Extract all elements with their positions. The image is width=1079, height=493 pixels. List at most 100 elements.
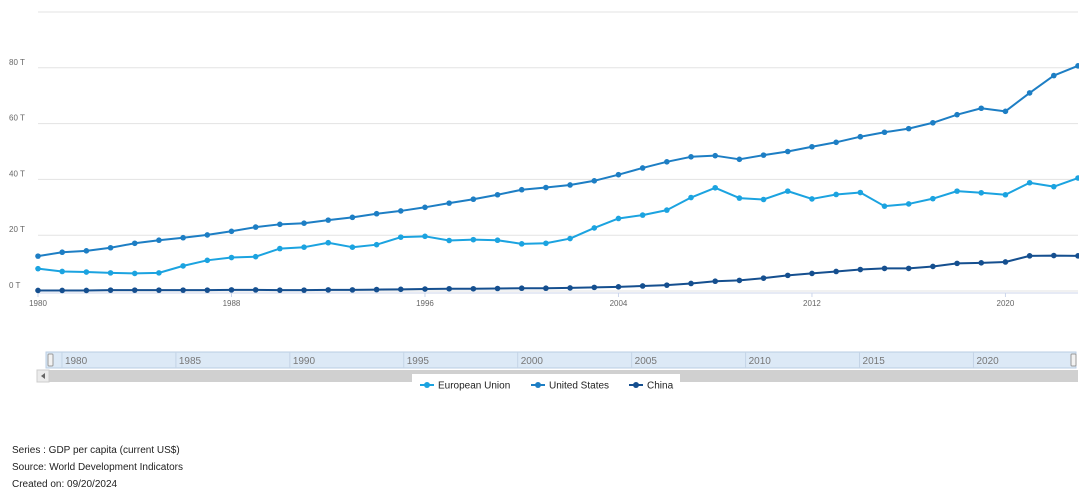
data-point[interactable] xyxy=(83,248,90,254)
data-point[interactable] xyxy=(349,287,356,293)
data-point[interactable] xyxy=(35,253,41,259)
data-point[interactable] xyxy=(1026,90,1033,96)
data-point[interactable] xyxy=(809,143,815,150)
data-point[interactable] xyxy=(494,237,501,244)
data-point[interactable] xyxy=(277,221,283,228)
data-point[interactable] xyxy=(107,244,114,251)
data-point[interactable] xyxy=(978,105,985,112)
data-point[interactable] xyxy=(131,240,138,247)
data-point[interactable] xyxy=(373,286,380,293)
data-point[interactable] xyxy=(252,253,259,260)
data-point[interactable] xyxy=(131,287,138,293)
data-point[interactable] xyxy=(809,270,815,277)
data-point[interactable] xyxy=(494,285,501,292)
data-point[interactable] xyxy=(688,154,694,160)
data-point[interactable] xyxy=(156,237,162,244)
data-point[interactable] xyxy=(615,284,622,290)
data-point[interactable] xyxy=(905,125,912,132)
data-point[interactable] xyxy=(518,285,525,292)
legend-item[interactable]: China xyxy=(629,381,674,392)
data-point[interactable] xyxy=(954,111,960,118)
data-point[interactable] xyxy=(349,214,356,221)
data-point[interactable] xyxy=(688,194,694,201)
data-point[interactable] xyxy=(736,195,743,201)
data-point[interactable] xyxy=(591,177,598,184)
data-point[interactable] xyxy=(784,272,791,279)
data-point[interactable] xyxy=(422,233,428,240)
data-point[interactable] xyxy=(1026,253,1033,259)
data-point[interactable] xyxy=(905,201,912,207)
data-point[interactable] xyxy=(325,239,332,246)
data-point[interactable] xyxy=(446,285,452,292)
data-point[interactable] xyxy=(1026,179,1033,186)
data-point[interactable] xyxy=(567,235,573,242)
data-point[interactable] xyxy=(59,268,65,275)
data-point[interactable] xyxy=(518,186,525,193)
data-point[interactable] xyxy=(978,189,985,196)
data-point[interactable] xyxy=(204,232,211,238)
data-point[interactable] xyxy=(954,188,960,194)
data-point[interactable] xyxy=(1051,183,1057,190)
data-point[interactable] xyxy=(712,278,719,285)
legend-item[interactable]: European Union xyxy=(420,381,510,392)
data-point[interactable] xyxy=(446,237,452,244)
data-point[interactable] xyxy=(1002,259,1009,265)
data-point[interactable] xyxy=(397,208,404,214)
data-point[interactable] xyxy=(277,287,283,293)
data-point[interactable] xyxy=(59,287,65,294)
data-point[interactable] xyxy=(930,119,936,126)
data-point[interactable] xyxy=(930,195,936,202)
data-point[interactable] xyxy=(397,286,404,293)
data-point[interactable] xyxy=(760,275,767,281)
data-point[interactable] xyxy=(543,285,549,292)
data-point[interactable] xyxy=(518,241,525,247)
data-point[interactable] xyxy=(639,283,646,289)
data-point[interactable] xyxy=(1075,63,1079,69)
data-point[interactable] xyxy=(107,287,114,293)
data-point[interactable] xyxy=(180,263,186,269)
data-point[interactable] xyxy=(833,268,839,275)
data-point[interactable] xyxy=(204,287,211,293)
data-point[interactable] xyxy=(881,265,888,272)
data-point[interactable] xyxy=(470,236,477,243)
data-point[interactable] xyxy=(784,188,791,194)
data-point[interactable] xyxy=(180,234,186,241)
data-point[interactable] xyxy=(857,189,864,196)
data-point[interactable] xyxy=(228,228,235,235)
data-point[interactable] xyxy=(422,204,428,211)
data-point[interactable] xyxy=(156,287,162,293)
series-china[interactable] xyxy=(35,252,1079,294)
data-point[interactable] xyxy=(567,182,573,188)
data-point[interactable] xyxy=(615,215,622,222)
data-point[interactable] xyxy=(881,203,888,209)
data-point[interactable] xyxy=(591,284,598,291)
data-point[interactable] xyxy=(760,196,767,203)
data-point[interactable] xyxy=(301,220,307,227)
data-point[interactable] xyxy=(470,285,477,292)
data-point[interactable] xyxy=(59,249,65,256)
data-point[interactable] xyxy=(83,287,90,294)
data-point[interactable] xyxy=(809,196,815,202)
data-point[interactable] xyxy=(422,286,428,292)
data-point[interactable] xyxy=(833,191,839,198)
data-point[interactable] xyxy=(712,152,719,159)
navigator-left-handle[interactable] xyxy=(47,353,54,367)
data-point[interactable] xyxy=(978,260,985,266)
data-point[interactable] xyxy=(712,184,719,191)
data-point[interactable] xyxy=(664,159,670,165)
data-point[interactable] xyxy=(784,148,791,155)
data-point[interactable] xyxy=(930,263,936,270)
data-point[interactable] xyxy=(277,245,283,252)
data-point[interactable] xyxy=(252,287,259,293)
data-point[interactable] xyxy=(83,269,90,275)
data-point[interactable] xyxy=(35,265,41,272)
series-european-union[interactable] xyxy=(35,175,1079,277)
data-point[interactable] xyxy=(857,266,864,273)
data-point[interactable] xyxy=(688,280,694,287)
data-point[interactable] xyxy=(204,257,211,264)
data-point[interactable] xyxy=(228,287,235,293)
data-point[interactable] xyxy=(131,270,138,277)
data-point[interactable] xyxy=(35,287,41,294)
data-point[interactable] xyxy=(397,234,404,240)
data-point[interactable] xyxy=(373,210,380,217)
